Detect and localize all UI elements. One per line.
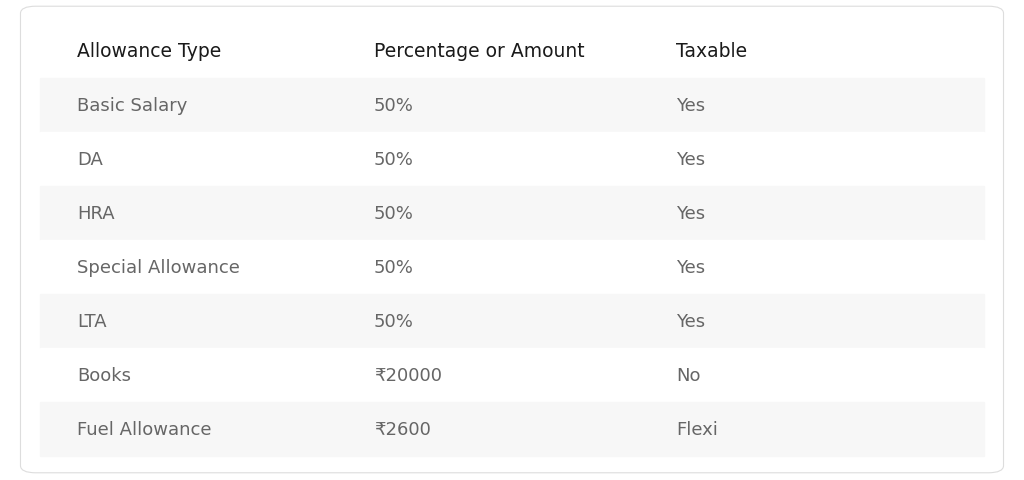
Text: Flexi: Flexi (676, 420, 718, 438)
Text: Basic Salary: Basic Salary (77, 97, 187, 115)
Text: 50%: 50% (374, 97, 414, 115)
Text: LTA: LTA (77, 312, 106, 330)
Bar (40, 187, 984, 240)
Text: 50%: 50% (374, 151, 414, 169)
Text: Yes: Yes (676, 259, 705, 276)
Text: 50%: 50% (374, 205, 414, 223)
Text: ₹2600: ₹2600 (374, 420, 431, 438)
Text: Special Allowance: Special Allowance (77, 259, 240, 276)
Text: Yes: Yes (676, 205, 705, 223)
Text: Yes: Yes (676, 151, 705, 169)
Bar (40, 133, 984, 187)
Text: Allowance Type: Allowance Type (77, 42, 221, 61)
Text: Yes: Yes (676, 97, 705, 115)
Bar (40, 295, 984, 348)
FancyBboxPatch shape (20, 7, 1004, 473)
Text: Percentage or Amount: Percentage or Amount (374, 42, 585, 61)
Text: 50%: 50% (374, 259, 414, 276)
Text: HRA: HRA (77, 205, 115, 223)
Text: DA: DA (77, 151, 102, 169)
Text: Taxable: Taxable (676, 42, 746, 61)
Text: No: No (676, 366, 700, 384)
Bar (40, 240, 984, 295)
Bar (40, 79, 984, 133)
Text: Books: Books (77, 366, 131, 384)
Bar (40, 402, 984, 456)
Text: 50%: 50% (374, 312, 414, 330)
Bar (40, 348, 984, 402)
Text: ₹20000: ₹20000 (374, 366, 441, 384)
Text: Yes: Yes (676, 312, 705, 330)
Text: Fuel Allowance: Fuel Allowance (77, 420, 211, 438)
